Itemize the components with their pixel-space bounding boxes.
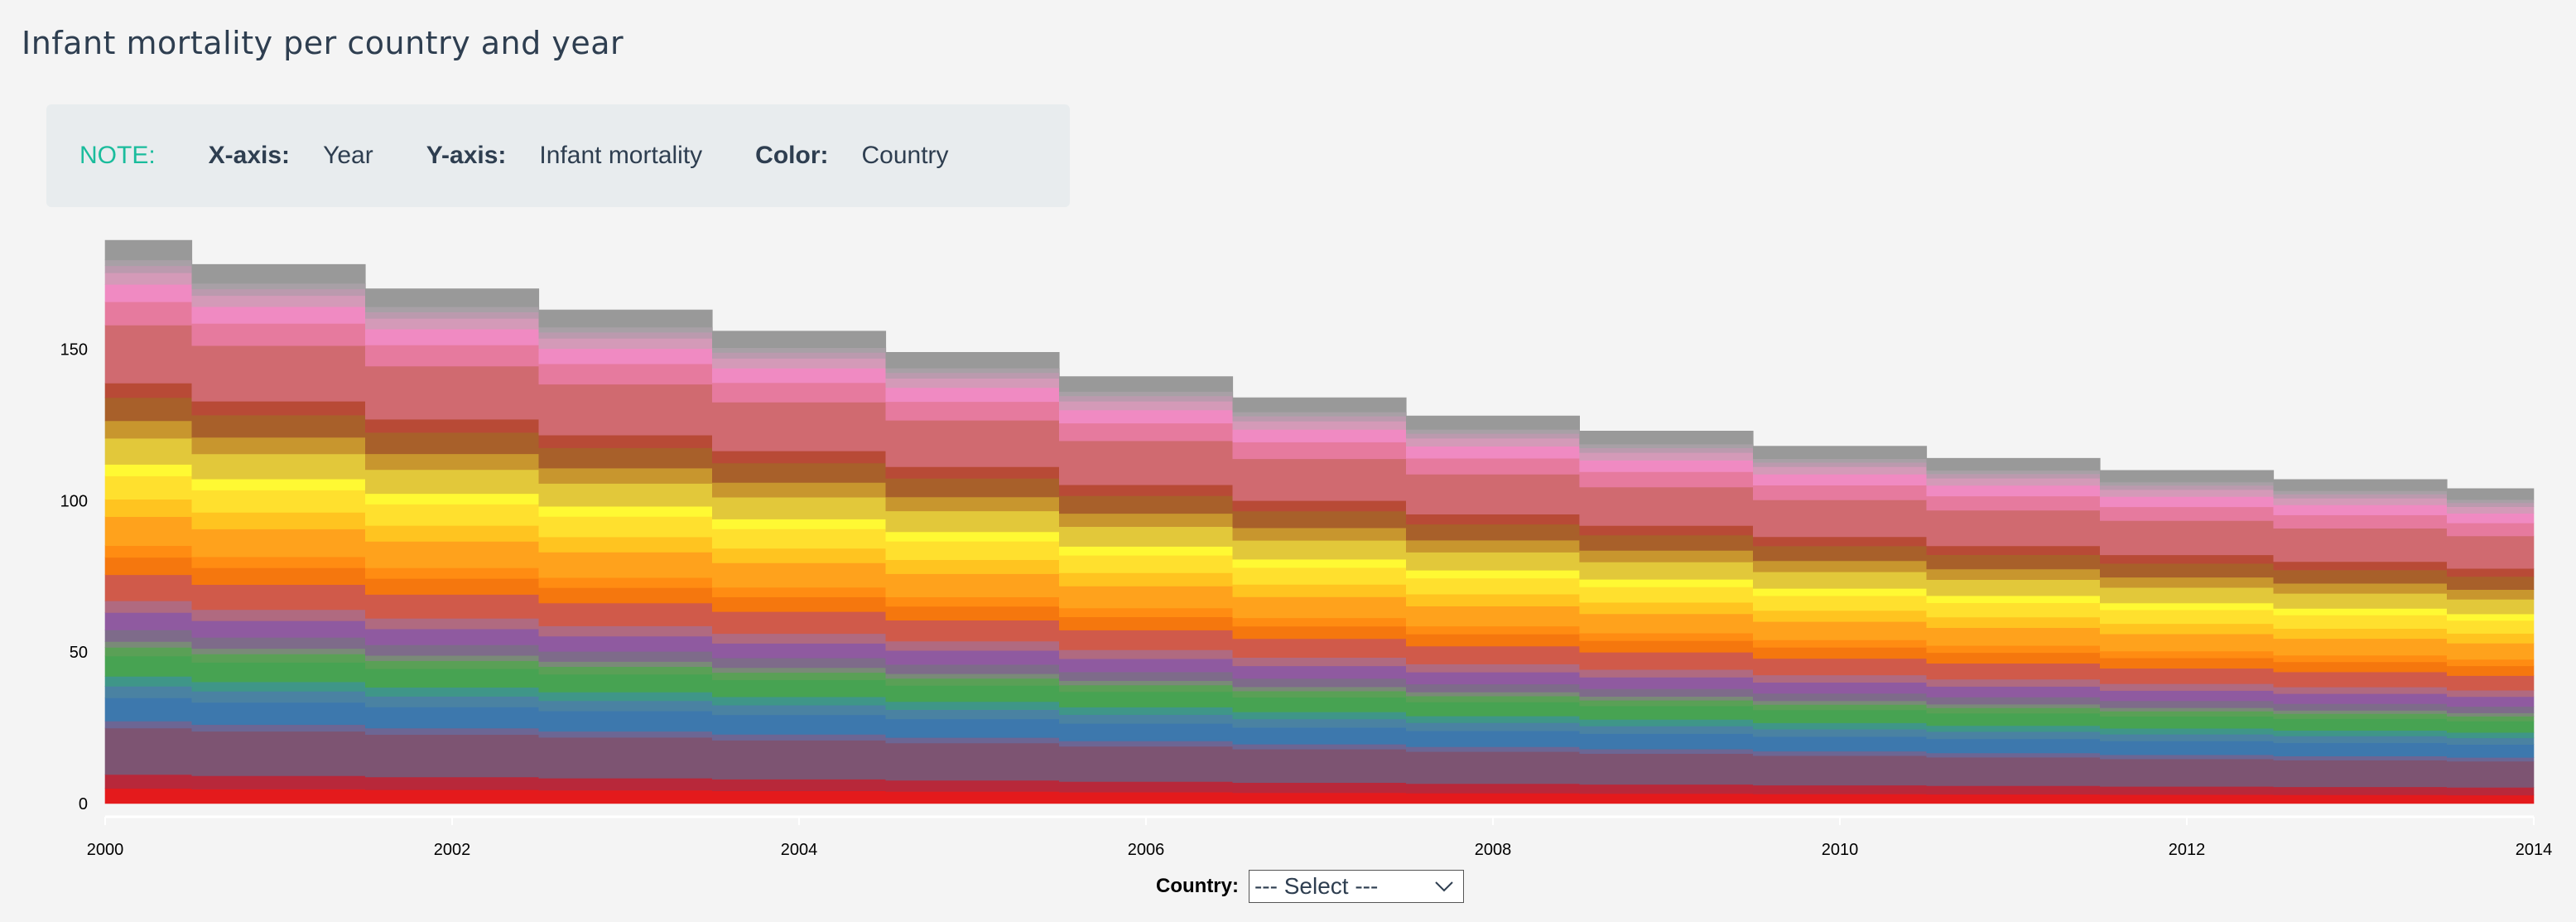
x-tick-label: 2010 (1822, 841, 1859, 859)
country-label: Country: (1156, 875, 1239, 897)
color-key: Color: (755, 142, 829, 169)
y-axis-key: Y-axis: (426, 142, 507, 169)
country-select-value: --- Select --- (1254, 873, 1379, 899)
stacked-area-chart: 2000 2002 2004 2006 2008 2010 2012 2014 0 50 100 15… (60, 239, 2553, 859)
x-tick-label: 2012 (2169, 841, 2206, 859)
x-tick-label: 2000 (87, 841, 124, 859)
x-axis-key: X-axis: (208, 142, 291, 169)
note-label: NOTE: (79, 142, 156, 169)
x-tick-label: 2014 (2516, 841, 2553, 859)
chart-areas (104, 239, 2535, 804)
chart-axes: 2000 2002 2004 2006 2008 2010 2012 2014 0 50 100 15… (60, 341, 2553, 859)
y-axis-value: Infant mortality (539, 142, 703, 169)
country-filter: Country: --- Select --- (1156, 870, 1464, 903)
x-tick-label: 2008 (1475, 841, 1512, 859)
x-tick-label: 2004 (781, 841, 818, 859)
country-select[interactable]: --- Select --- (1248, 870, 1464, 903)
x-axis-value: Year (323, 142, 373, 169)
chevron-down-icon (1435, 881, 1453, 892)
y-tick-label: 100 (60, 492, 88, 510)
y-tick-label: 50 (70, 644, 88, 662)
axis-note-box: NOTE: X-axis: Year Y-axis: Infant mortal… (46, 104, 1070, 207)
y-tick-label: 150 (60, 341, 88, 360)
x-tick-label: 2002 (434, 841, 471, 859)
color-value: Country (861, 142, 949, 169)
page-title: Infant mortality per country and year (22, 25, 624, 61)
x-tick-label: 2006 (1128, 841, 1165, 859)
series-area-31[interactable] (104, 239, 2535, 500)
y-tick-label: 0 (79, 795, 88, 813)
